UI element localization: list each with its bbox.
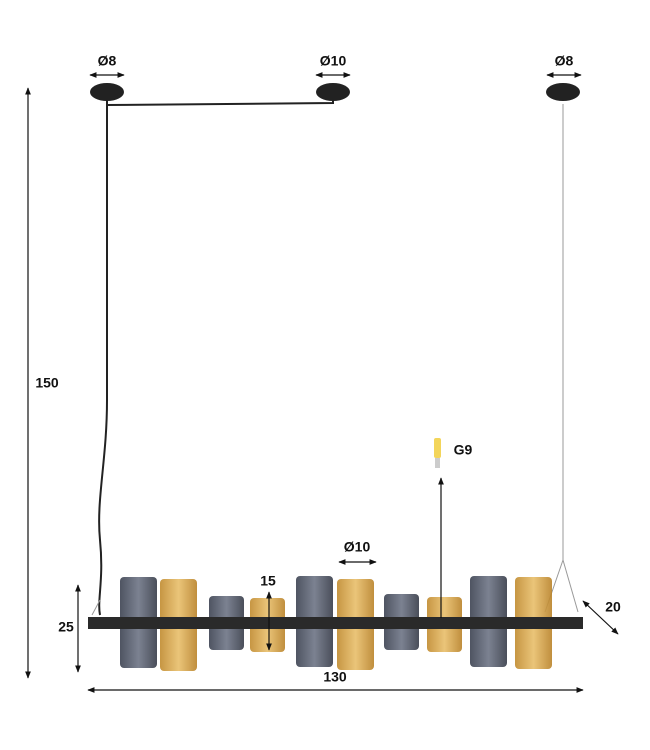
dimension-lines: [25, 72, 619, 693]
dimension-label: 150: [35, 375, 59, 391]
dimension-label: 130: [323, 669, 347, 685]
canopy-label: Ø8: [555, 53, 574, 69]
canopy-label: Ø10: [320, 53, 347, 69]
lamp: [88, 83, 583, 671]
bulb-label: G9: [454, 442, 473, 458]
dimension-label: Ø10: [344, 539, 371, 555]
dimension-label: 20: [605, 599, 621, 615]
canopy-label: Ø8: [98, 53, 117, 69]
dimension-label: 25: [58, 619, 74, 635]
dimension-label: 15: [260, 573, 276, 589]
